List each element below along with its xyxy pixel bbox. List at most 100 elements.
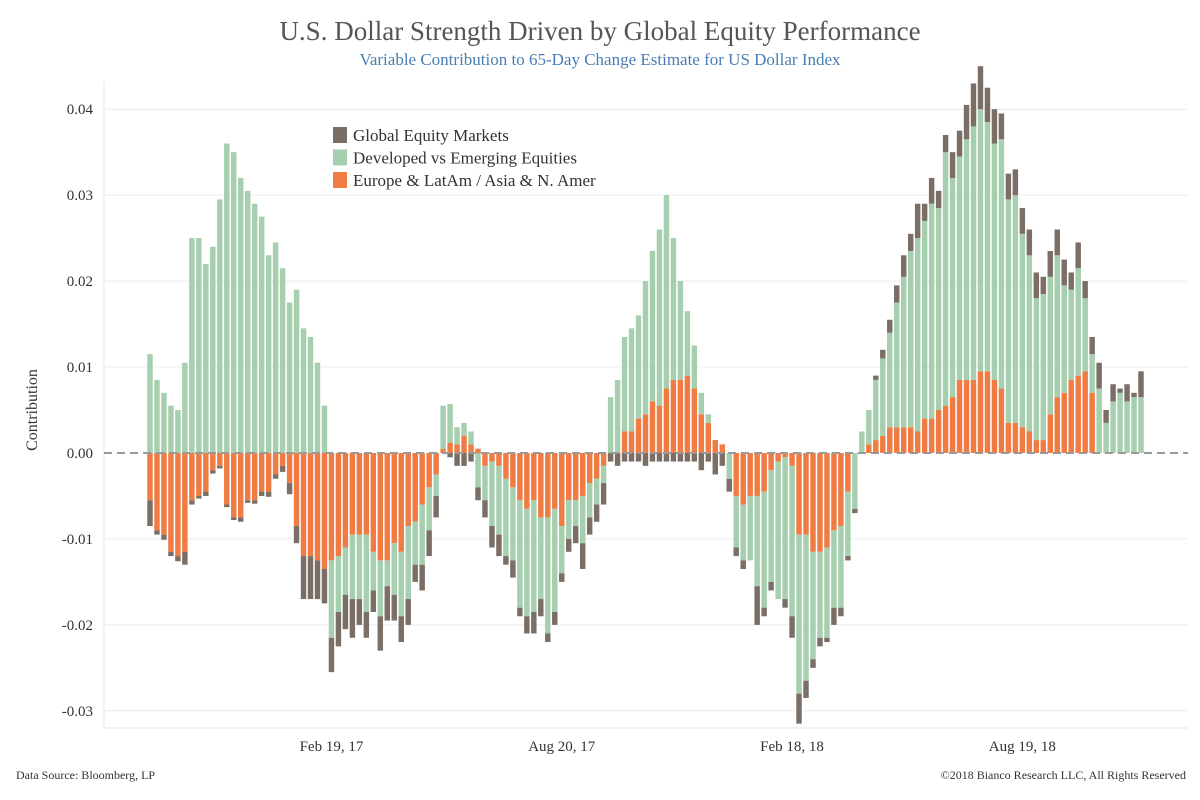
- bar-segment: [321, 569, 328, 604]
- bar-segment: [419, 564, 425, 591]
- bar-segment: [977, 109, 984, 372]
- y-tick-label: -0.01: [62, 532, 93, 548]
- x-tick-label: Feb 19, 17: [300, 739, 364, 755]
- copyright: ©2018 Bianco Research LLC, All Rights Re…: [940, 768, 1186, 782]
- bar-segment: [1061, 285, 1067, 393]
- bar-segment: [328, 637, 335, 673]
- bar-segment: [670, 452, 677, 462]
- bar-segment: [377, 616, 384, 651]
- bar-segment: [258, 452, 265, 492]
- bar-segment: [593, 452, 600, 479]
- bar-segment: [349, 534, 356, 600]
- bar-segment: [1068, 289, 1074, 380]
- bar-segment: [796, 693, 802, 724]
- bar-segment: [852, 452, 858, 509]
- bar-segment: [272, 242, 279, 453]
- bar-segment: [824, 452, 830, 548]
- y-tick-label: 0.02: [67, 274, 93, 290]
- bar-segment: [538, 517, 544, 600]
- bar-segment: [468, 444, 474, 453]
- bar-segment: [545, 517, 551, 634]
- bar-segment: [412, 564, 418, 582]
- bar-segment: [956, 156, 963, 380]
- bar-segment: [887, 319, 893, 333]
- bar-segment: [1103, 422, 1109, 453]
- bar-segment: [154, 379, 160, 453]
- bar-segment: [586, 517, 593, 535]
- bar-segment: [168, 551, 174, 557]
- bar-segment: [1082, 371, 1088, 453]
- bar-segment: [286, 452, 293, 484]
- bar-segment: [894, 427, 900, 453]
- bar-segment: [314, 560, 321, 600]
- bar-segment: [307, 452, 314, 557]
- bar-segment: [984, 371, 991, 453]
- bar-segment: [887, 427, 893, 453]
- bar-segment: [949, 397, 956, 453]
- bar-segment: [824, 547, 830, 638]
- bar-segment: [468, 452, 474, 462]
- bar-segment: [852, 508, 858, 514]
- bar-segment: [342, 594, 349, 630]
- bar-segment: [489, 452, 495, 462]
- bar-segment: [907, 427, 914, 453]
- bar-segment: [231, 452, 237, 518]
- legend-swatch: [333, 149, 347, 166]
- bar-segment: [210, 470, 216, 474]
- bar-segment: [231, 152, 237, 453]
- bar-segment: [482, 465, 488, 501]
- bar-segment: [740, 452, 746, 505]
- bar-segment: [921, 418, 928, 453]
- bar-segment: [210, 452, 216, 471]
- bar-segment: [258, 216, 265, 453]
- bar-segment: [307, 336, 314, 453]
- bar-segment: [963, 104, 970, 140]
- bar-segment: [880, 349, 886, 359]
- bar-segment: [1054, 255, 1060, 398]
- bar-segment: [300, 328, 307, 453]
- bar-segment: [1005, 199, 1012, 423]
- bar-segment: [1096, 388, 1102, 453]
- bar-segment: [733, 495, 739, 548]
- bar-segment: [335, 556, 342, 612]
- bar-segment: [1075, 268, 1081, 376]
- bar-segment: [977, 371, 984, 453]
- bar-segment: [244, 452, 251, 501]
- bar-segment: [412, 452, 418, 522]
- bar-segment: [272, 474, 279, 479]
- y-tick-label: 0.01: [67, 360, 93, 376]
- bar-segment: [887, 332, 893, 428]
- bar-segment: [531, 500, 537, 612]
- bar-segment: [503, 478, 509, 557]
- bar-segment: [754, 586, 760, 625]
- bar-segment: [921, 220, 928, 419]
- bar-segment: [293, 452, 300, 527]
- bar-segment: [1103, 410, 1109, 423]
- bar-segment: [1089, 336, 1095, 355]
- bar-segment: [293, 526, 300, 544]
- bar-segment: [342, 452, 349, 548]
- bar-segment: [935, 208, 942, 410]
- bar-segment: [244, 190, 251, 453]
- bar-segment: [691, 345, 698, 389]
- bar-segment: [384, 560, 390, 587]
- bar-segment: [970, 126, 977, 380]
- bar-segment: [552, 611, 558, 625]
- bar-segment: [635, 418, 642, 453]
- bar-segment: [984, 87, 991, 123]
- bar-segment: [907, 233, 914, 251]
- bar-segment: [419, 504, 425, 565]
- bar-segment: [810, 452, 816, 552]
- bar-segment: [712, 452, 719, 475]
- bar-segment: [370, 551, 377, 591]
- bar-segment: [956, 379, 963, 453]
- bar-segment: [210, 246, 216, 453]
- legend-label: Europe & LatAm / Asia & N. Amer: [353, 171, 596, 190]
- bar-segment: [545, 452, 551, 518]
- bar-segment: [663, 388, 670, 453]
- bar-segment: [579, 543, 586, 569]
- bar-segment: [719, 444, 725, 453]
- bar-segment: [1138, 371, 1144, 398]
- bar-segment: [600, 483, 607, 505]
